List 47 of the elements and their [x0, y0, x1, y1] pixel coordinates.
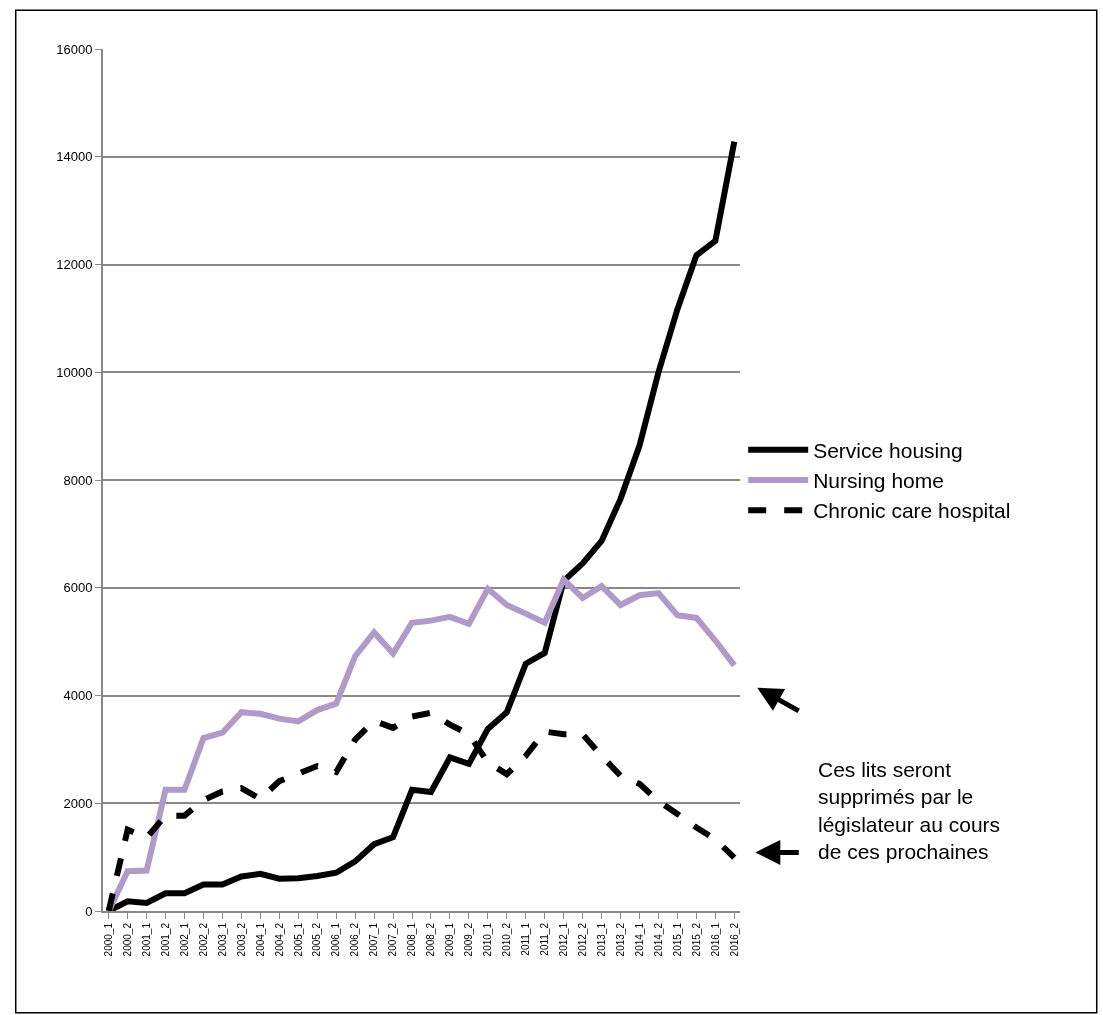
x-tick-label: 2015_2	[690, 922, 702, 957]
x-tick-label: 2012_2	[576, 922, 588, 957]
x-tick-label: 2004_2	[273, 922, 285, 957]
x-tick-label: 2011_1	[520, 922, 532, 956]
y-tick-label: 0	[85, 903, 93, 919]
x-tick-label: 2015_1	[671, 922, 683, 957]
x-tick-label: 2006_1	[330, 922, 342, 957]
x-tick-label: 2001_2	[159, 922, 171, 957]
x-tick-label: 2000_1	[102, 922, 114, 957]
x-tick-label: 2008_2	[425, 922, 437, 957]
x-tick-label: 2012_1	[557, 922, 569, 957]
x-tick-label: 2008_1	[406, 922, 418, 957]
x-tick-label: 2009_1	[444, 922, 456, 957]
x-tick-label: 2009_2	[463, 922, 475, 957]
x-tick-label: 2013_2	[614, 922, 626, 957]
y-tick-label: 16000	[56, 41, 93, 57]
x-tick-label: 2001_1	[140, 922, 152, 957]
text: Ces lits seront supprimés par le législateur au cours de ces prochaines	[818, 758, 1001, 863]
y-tick-label: 6000	[63, 580, 93, 596]
legend-label: Service housing	[813, 438, 963, 462]
legend-label: Chronic care hospital	[813, 499, 1011, 523]
x-tick-label: 2010_2	[501, 922, 513, 957]
x-tick-label: 2006_2	[349, 922, 361, 957]
x-tick-label: 2010_1	[482, 922, 494, 957]
x-tick-label: 2014_1	[633, 922, 645, 957]
x-tick-label: 2002_1	[178, 922, 190, 957]
x-tick-label: 2005_1	[292, 922, 304, 957]
legend-label: Nursing home	[813, 469, 944, 493]
x-tick-label: 2007_1	[368, 922, 380, 957]
y-tick-label: 14000	[56, 149, 93, 165]
y-tick-label: 2000	[63, 795, 93, 811]
x-tick-label: 2004_1	[254, 922, 266, 957]
x-tick-label: 2000_2	[121, 922, 133, 957]
x-tick-label: 2003_2	[235, 922, 247, 957]
x-tick-label: 2013_1	[595, 922, 607, 957]
y-tick-label: 8000	[63, 472, 93, 488]
x-tick-label: 2016_1	[709, 922, 721, 957]
x-tick-label: 2011_2	[538, 922, 550, 956]
y-tick-label: 4000	[63, 688, 93, 704]
x-tick-label: 2007_2	[387, 922, 399, 957]
x-tick-label: 2002_2	[197, 922, 209, 957]
x-tick-label: 2016_2	[728, 922, 740, 957]
x-tick-label: 2005_2	[311, 922, 323, 957]
y-tick-label: 12000	[56, 257, 93, 273]
y-tick-label: 10000	[56, 364, 93, 380]
x-tick-label: 2014_2	[652, 922, 664, 957]
x-tick-label: 2003_1	[216, 922, 228, 957]
